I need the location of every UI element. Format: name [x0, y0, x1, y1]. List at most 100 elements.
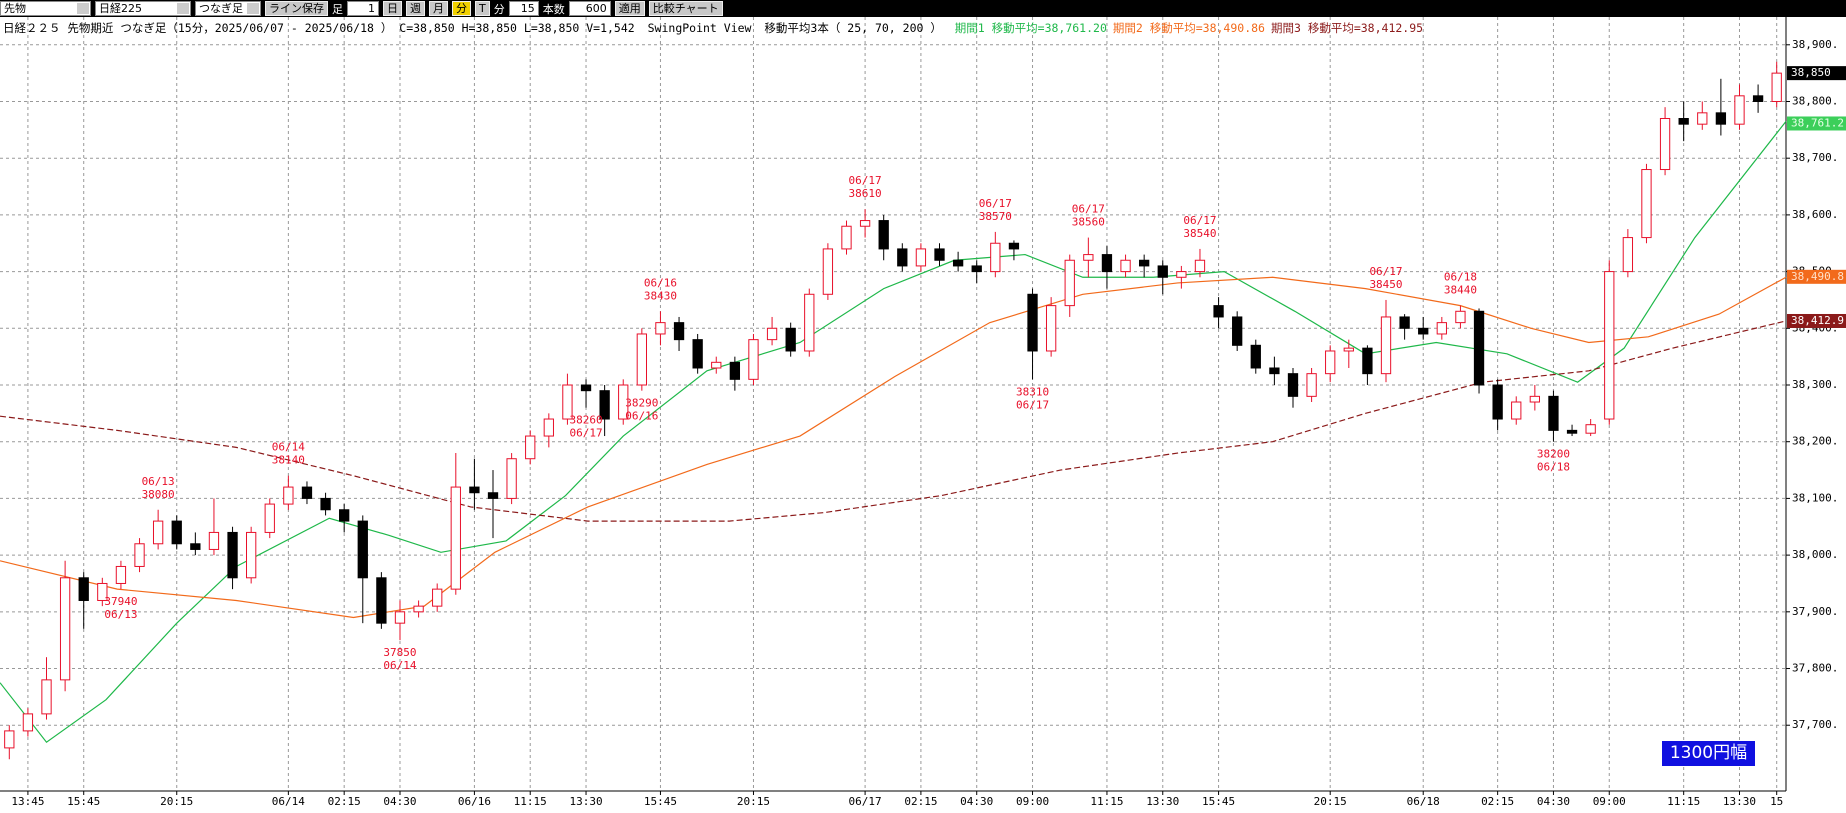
bar-type-select[interactable]: つなぎ足 — [195, 1, 261, 16]
x-tick-label: 06/16 — [458, 795, 491, 808]
candle-body — [152, 520, 164, 545]
candle-body — [41, 679, 52, 715]
candle-body — [1473, 310, 1485, 386]
ashi-label: 足 — [332, 2, 343, 16]
candle-body — [1548, 395, 1559, 431]
chart-title: 日経２２５ 先物期近 つなぎ足（15分，2025/06/07 - 2025/06… — [3, 21, 635, 35]
candle-body — [1436, 322, 1447, 335]
candle-body — [283, 486, 294, 505]
candle-body — [1101, 254, 1113, 273]
candle-body — [1213, 305, 1224, 318]
candle-body — [673, 322, 685, 341]
swing-price: 37850 — [383, 646, 416, 659]
candle-body — [413, 605, 424, 613]
x-tick-label: 15:45 — [644, 795, 677, 808]
ma-line — [0, 320, 1787, 522]
swing-price: 38430 — [644, 289, 677, 302]
y-tick-label: 38,700. — [1792, 151, 1838, 164]
swing-price: 38560 — [1072, 216, 1105, 229]
y-tick-label: 37,900. — [1792, 605, 1838, 618]
candle-body — [1399, 316, 1410, 329]
candle-body — [1622, 237, 1634, 273]
legend-entry: 期間3 移動平均=38,412.95 — [1270, 21, 1424, 35]
candle-body — [618, 384, 629, 420]
x-tick-label: 04:30 — [383, 795, 416, 808]
range-box: 1300円幅 — [1662, 741, 1755, 766]
x-tick-label: 13:45 — [11, 795, 44, 808]
tick-button[interactable]: T — [475, 1, 490, 16]
candle-body — [450, 486, 461, 590]
swing-price: 38260 — [569, 414, 602, 427]
candle-body — [1139, 259, 1150, 267]
candle-body — [1529, 395, 1540, 403]
x-tick-label: 20:15 — [1314, 795, 1347, 808]
candle-body — [915, 248, 927, 267]
month-button[interactable]: 月 — [429, 1, 448, 16]
candle-body — [748, 339, 759, 380]
price-tag — [1787, 66, 1846, 81]
day-button[interactable]: 日 — [383, 1, 402, 16]
candle-body — [729, 361, 741, 380]
x-tick-label: 15 — [1770, 795, 1783, 808]
candle-body — [469, 486, 480, 494]
candle-body — [1641, 169, 1652, 239]
candle-body — [1362, 347, 1373, 375]
minute-button[interactable]: 分 — [452, 1, 471, 16]
market-select[interactable]: 先物 — [0, 1, 91, 16]
count-input[interactable]: 600 — [568, 1, 611, 16]
candle-body — [636, 333, 647, 386]
apply-button[interactable]: 適用 — [614, 1, 645, 16]
price-tag-label: 38,412.9 — [1791, 314, 1844, 327]
swing-date: 06/18 — [1444, 271, 1477, 284]
candle-body — [1083, 254, 1094, 261]
ashi-input[interactable]: 1 — [347, 1, 379, 16]
x-tick-label: 02:15 — [904, 795, 937, 808]
interval-input[interactable]: 15 — [508, 1, 539, 16]
swing-date: 06/17 — [569, 427, 602, 440]
candle-body — [1566, 429, 1578, 434]
candle-body — [1343, 347, 1354, 352]
x-tick-label: 06/14 — [272, 795, 305, 808]
swing-date: 06/17 — [1072, 203, 1105, 216]
candle-body — [580, 384, 592, 392]
candle-body — [301, 486, 313, 499]
ma-label: 移動平均3本（ 25, 70, 200 ） — [764, 21, 942, 35]
compare-button[interactable]: 比較チャート — [648, 1, 723, 16]
candle-body — [934, 248, 945, 261]
candle-body — [1306, 373, 1317, 397]
toolbar: 先物 日経225 つなぎ足 ライン保存 足 1 日 週 月 分 T 分 15 本… — [0, 0, 1846, 17]
x-tick-label: 09:00 — [1016, 795, 1049, 808]
candle-body — [952, 259, 964, 267]
y-tick-label: 38,600. — [1792, 208, 1838, 221]
candle-body — [599, 390, 610, 420]
swing-date: 06/13 — [142, 475, 175, 488]
index-select[interactable]: 日経225 — [95, 1, 191, 16]
y-tick-label: 37,700. — [1792, 718, 1838, 731]
candle-body — [990, 242, 1001, 273]
swing-date: 06/13 — [104, 608, 137, 621]
x-tick-label: 11:15 — [1667, 795, 1700, 808]
save-button[interactable]: ライン保存 — [265, 1, 328, 16]
swing-price: 38450 — [1369, 278, 1402, 291]
candle-body — [711, 361, 722, 369]
week-button[interactable]: 週 — [406, 1, 425, 16]
candle-body — [1771, 72, 1782, 102]
candle-body — [525, 435, 536, 460]
candle-body — [1604, 271, 1615, 420]
candle-body — [897, 248, 908, 267]
x-tick-label: 06/18 — [1407, 795, 1440, 808]
swing-price: 38610 — [849, 187, 882, 200]
price-tag-label: 38,850 — [1791, 66, 1831, 79]
candle-body — [1380, 316, 1392, 375]
info-line: 日経２２５ 先物期近 つなぎ足（15分，2025/06/07 - 2025/06… — [3, 20, 1429, 36]
candle-body — [134, 543, 145, 567]
x-tick-label: 20:15 — [737, 795, 770, 808]
candle-body — [859, 220, 871, 227]
swing-date: 06/17 — [1183, 214, 1216, 227]
swing-price: 38200 — [1537, 448, 1570, 461]
candle-body — [971, 265, 982, 273]
candle-body — [1250, 344, 1261, 369]
candle-body — [22, 713, 34, 732]
